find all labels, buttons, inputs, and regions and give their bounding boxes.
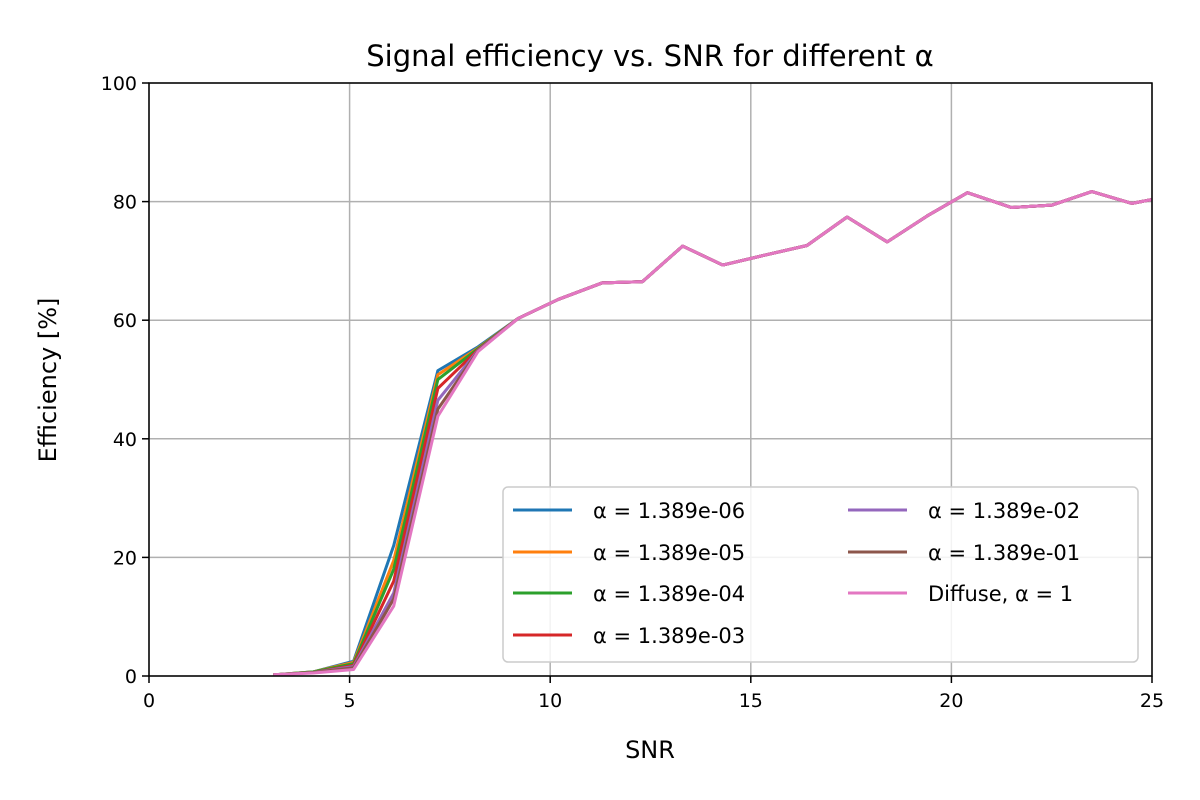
- legend-entry-label: α = 1.389e-06: [593, 499, 745, 523]
- x-tick-label: 10: [538, 690, 562, 712]
- plot-frame: [148, 82, 1153, 677]
- y-tick-label: 60: [113, 310, 137, 332]
- x-tick-label: 15: [739, 690, 763, 712]
- chart-title: Signal efficiency vs. SNR for different …: [366, 39, 934, 73]
- legend: α = 1.389e-06 α = 1.389e-05 α = 1.389e-04 α…: [502, 486, 1139, 663]
- y-axis-label: Efficiency [%]: [34, 298, 62, 463]
- legend-entry-label: α = 1.389e-01: [928, 541, 1080, 565]
- legend-entry-label: α = 1.389e-05: [593, 541, 745, 565]
- y-tick-label: 80: [113, 192, 137, 214]
- legend-entry-label: α = 1.389e-02: [928, 499, 1080, 523]
- x-tick-label: 0: [143, 690, 155, 712]
- legend-box: [502, 486, 1139, 663]
- x-tick-label: 25: [1140, 690, 1164, 712]
- x-tick-label: 20: [939, 690, 963, 712]
- x-tick-label: 5: [344, 690, 356, 712]
- y-tick-label: 20: [113, 547, 137, 569]
- x-axis-label: SNR: [625, 736, 675, 764]
- axis-ticks: 0 5 10 15 20 25 0 20 40 60 80 100: [101, 73, 1164, 712]
- legend-entry-label: Diffuse, α = 1: [928, 582, 1073, 606]
- y-tick-label: 100: [101, 73, 137, 95]
- y-tick-label: 0: [125, 666, 137, 688]
- series-line-7: [273, 190, 1152, 676]
- series-lines: [273, 190, 1152, 676]
- legend-entry-label: α = 1.389e-04: [593, 582, 745, 606]
- y-tick-label: 40: [113, 429, 137, 451]
- legend-entry-label: α = 1.389e-03: [593, 624, 745, 648]
